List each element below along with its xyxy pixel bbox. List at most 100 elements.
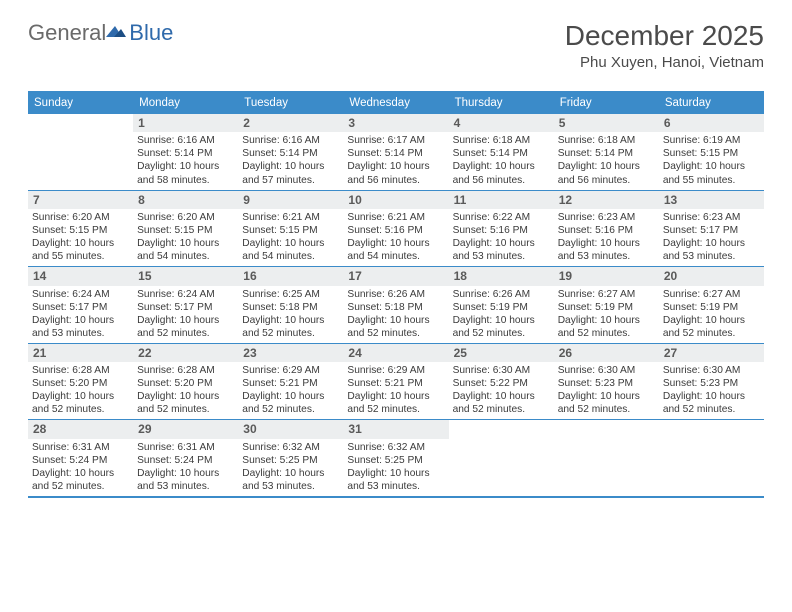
day-number: 20 [659,267,764,285]
day-number: 16 [238,267,343,285]
day-number: 31 [343,420,448,438]
logo-text-blue: Blue [129,20,173,46]
day-info: Sunrise: 6:28 AMSunset: 5:20 PMDaylight:… [28,362,133,419]
day-number: 10 [343,191,448,209]
day-info: Sunrise: 6:26 AMSunset: 5:18 PMDaylight:… [343,286,448,343]
day-cell: 2Sunrise: 6:16 AMSunset: 5:14 PMDaylight… [238,114,343,190]
day-info: Sunrise: 6:30 AMSunset: 5:22 PMDaylight:… [449,362,554,419]
weekday-header-row: SundayMondayTuesdayWednesdayThursdayFrid… [28,93,764,114]
day-number: 8 [133,191,238,209]
day-number: 7 [28,191,133,209]
day-info: Sunrise: 6:21 AMSunset: 5:16 PMDaylight:… [343,209,448,266]
day-info: Sunrise: 6:17 AMSunset: 5:14 PMDaylight:… [343,132,448,189]
day-number: 22 [133,344,238,362]
day-cell: 8Sunrise: 6:20 AMSunset: 5:15 PMDaylight… [133,191,238,267]
weekday-header: Tuesday [238,93,343,114]
day-cell: 14Sunrise: 6:24 AMSunset: 5:17 PMDayligh… [28,267,133,343]
title-block: December 2025 Phu Xuyen, Hanoi, Vietnam [565,20,764,71]
weekday-header: Sunday [28,93,133,114]
day-cell: 6Sunrise: 6:19 AMSunset: 5:15 PMDaylight… [659,114,764,190]
day-number: 5 [554,114,659,132]
weekday-header: Friday [554,93,659,114]
day-cell: 23Sunrise: 6:29 AMSunset: 5:21 PMDayligh… [238,344,343,420]
day-cell: 31Sunrise: 6:32 AMSunset: 5:25 PMDayligh… [343,420,448,496]
day-cell: 16Sunrise: 6:25 AMSunset: 5:18 PMDayligh… [238,267,343,343]
logo-text-general: General [28,20,106,46]
day-info: Sunrise: 6:27 AMSunset: 5:19 PMDaylight:… [659,286,764,343]
week-row: 1Sunrise: 6:16 AMSunset: 5:14 PMDaylight… [28,114,764,190]
weekday-header: Saturday [659,93,764,114]
day-cell: 26Sunrise: 6:30 AMSunset: 5:23 PMDayligh… [554,344,659,420]
day-cell: 30Sunrise: 6:32 AMSunset: 5:25 PMDayligh… [238,420,343,496]
week-row: 7Sunrise: 6:20 AMSunset: 5:15 PMDaylight… [28,190,764,267]
day-cell [554,420,659,496]
day-info: Sunrise: 6:18 AMSunset: 5:14 PMDaylight:… [554,132,659,189]
day-cell: 12Sunrise: 6:23 AMSunset: 5:16 PMDayligh… [554,191,659,267]
logo: General Blue [28,20,173,46]
day-cell: 11Sunrise: 6:22 AMSunset: 5:16 PMDayligh… [449,191,554,267]
day-number: 19 [554,267,659,285]
day-number: 18 [449,267,554,285]
day-info: Sunrise: 6:23 AMSunset: 5:17 PMDaylight:… [659,209,764,266]
day-number: 15 [133,267,238,285]
day-cell: 5Sunrise: 6:18 AMSunset: 5:14 PMDaylight… [554,114,659,190]
day-number: 9 [238,191,343,209]
flag-icon [106,22,126,45]
calendar: SundayMondayTuesdayWednesdayThursdayFrid… [28,91,764,498]
day-info: Sunrise: 6:19 AMSunset: 5:15 PMDaylight:… [659,132,764,189]
week-row: 21Sunrise: 6:28 AMSunset: 5:20 PMDayligh… [28,343,764,420]
header: General Blue December 2025 Phu Xuyen, Ha… [0,0,792,79]
day-cell: 3Sunrise: 6:17 AMSunset: 5:14 PMDaylight… [343,114,448,190]
day-cell: 9Sunrise: 6:21 AMSunset: 5:15 PMDaylight… [238,191,343,267]
day-number: 27 [659,344,764,362]
day-cell [659,420,764,496]
day-info: Sunrise: 6:30 AMSunset: 5:23 PMDaylight:… [554,362,659,419]
day-number: 4 [449,114,554,132]
day-cell: 1Sunrise: 6:16 AMSunset: 5:14 PMDaylight… [133,114,238,190]
day-info: Sunrise: 6:24 AMSunset: 5:17 PMDaylight:… [133,286,238,343]
day-number: 29 [133,420,238,438]
day-cell: 18Sunrise: 6:26 AMSunset: 5:19 PMDayligh… [449,267,554,343]
day-number: 28 [28,420,133,438]
day-info: Sunrise: 6:27 AMSunset: 5:19 PMDaylight:… [554,286,659,343]
day-cell: 10Sunrise: 6:21 AMSunset: 5:16 PMDayligh… [343,191,448,267]
day-cell: 24Sunrise: 6:29 AMSunset: 5:21 PMDayligh… [343,344,448,420]
day-info: Sunrise: 6:31 AMSunset: 5:24 PMDaylight:… [28,439,133,496]
day-number: 14 [28,267,133,285]
day-number: 26 [554,344,659,362]
day-cell: 15Sunrise: 6:24 AMSunset: 5:17 PMDayligh… [133,267,238,343]
weekday-header: Monday [133,93,238,114]
day-number: 24 [343,344,448,362]
day-number: 30 [238,420,343,438]
day-number: 1 [133,114,238,132]
day-number: 21 [28,344,133,362]
weekday-header: Wednesday [343,93,448,114]
day-number: 2 [238,114,343,132]
day-info: Sunrise: 6:23 AMSunset: 5:16 PMDaylight:… [554,209,659,266]
day-info: Sunrise: 6:30 AMSunset: 5:23 PMDaylight:… [659,362,764,419]
day-info: Sunrise: 6:22 AMSunset: 5:16 PMDaylight:… [449,209,554,266]
day-info: Sunrise: 6:32 AMSunset: 5:25 PMDaylight:… [343,439,448,496]
day-cell: 27Sunrise: 6:30 AMSunset: 5:23 PMDayligh… [659,344,764,420]
day-info: Sunrise: 6:29 AMSunset: 5:21 PMDaylight:… [343,362,448,419]
day-number: 12 [554,191,659,209]
week-row: 14Sunrise: 6:24 AMSunset: 5:17 PMDayligh… [28,266,764,343]
weekday-header: Thursday [449,93,554,114]
week-row: 28Sunrise: 6:31 AMSunset: 5:24 PMDayligh… [28,419,764,496]
day-info: Sunrise: 6:18 AMSunset: 5:14 PMDaylight:… [449,132,554,189]
day-number: 13 [659,191,764,209]
day-cell [449,420,554,496]
day-info: Sunrise: 6:25 AMSunset: 5:18 PMDaylight:… [238,286,343,343]
day-cell: 4Sunrise: 6:18 AMSunset: 5:14 PMDaylight… [449,114,554,190]
day-info: Sunrise: 6:29 AMSunset: 5:21 PMDaylight:… [238,362,343,419]
day-number: 25 [449,344,554,362]
day-cell [28,114,133,190]
day-cell: 28Sunrise: 6:31 AMSunset: 5:24 PMDayligh… [28,420,133,496]
day-info: Sunrise: 6:28 AMSunset: 5:20 PMDaylight:… [133,362,238,419]
day-info: Sunrise: 6:20 AMSunset: 5:15 PMDaylight:… [28,209,133,266]
day-info: Sunrise: 6:21 AMSunset: 5:15 PMDaylight:… [238,209,343,266]
day-number: 11 [449,191,554,209]
day-info: Sunrise: 6:16 AMSunset: 5:14 PMDaylight:… [133,132,238,189]
day-cell: 22Sunrise: 6:28 AMSunset: 5:20 PMDayligh… [133,344,238,420]
day-info: Sunrise: 6:24 AMSunset: 5:17 PMDaylight:… [28,286,133,343]
